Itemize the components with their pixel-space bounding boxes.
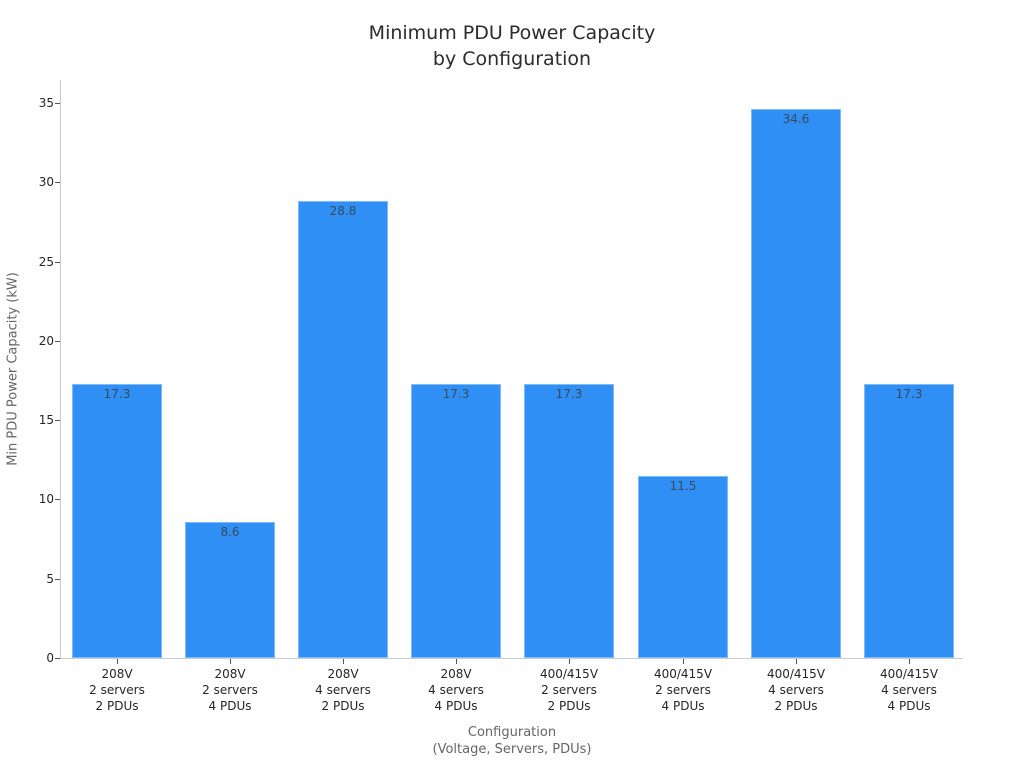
x-tick-label-line: 4 servers — [428, 683, 484, 697]
x-tick-label-line: 4 PDUs — [661, 699, 705, 713]
y-tick-label: 25 — [38, 255, 54, 269]
x-tick-label: 400/415V 2 servers 4 PDUs — [628, 666, 738, 714]
x-tick-label-line: 208V — [440, 667, 472, 681]
y-tick-label: 20 — [38, 334, 54, 348]
y-tick-mark — [55, 499, 60, 500]
chart-title-line-2: by Configuration — [432, 48, 592, 70]
y-axis-title: Min PDU Power Capacity (kW) — [5, 272, 21, 466]
x-tick-label-line: 2 PDUs — [547, 699, 591, 713]
x-tick-label-line: 4 PDUs — [434, 699, 478, 713]
bar-value-label: 34.6 — [782, 112, 810, 126]
x-tick-label-line: 2 PDUs — [95, 699, 139, 713]
x-tick-label-line: 208V — [327, 667, 359, 681]
x-tick-mark — [456, 659, 457, 664]
x-tick-label: 208V 2 servers 4 PDUs — [175, 666, 285, 714]
y-tick-label: 15 — [38, 413, 54, 427]
x-axis-line — [60, 658, 963, 659]
y-axis-line — [60, 80, 61, 658]
y-tick-label: 30 — [38, 175, 54, 189]
y-tick-label: 35 — [38, 96, 54, 110]
x-tick-mark — [230, 659, 231, 664]
x-tick-mark — [796, 659, 797, 664]
bar: 17.3 — [524, 384, 614, 658]
x-tick-label-line: 2 PDUs — [321, 699, 365, 713]
y-tick-mark — [55, 658, 60, 659]
x-tick-mark — [117, 659, 118, 664]
x-tick-label: 400/415V 4 servers 4 PDUs — [854, 666, 964, 714]
bar: 17.3 — [72, 384, 162, 658]
chart-title-line-1: Minimum PDU Power Capacity — [368, 22, 656, 44]
x-tick-label-line: 2 PDUs — [774, 699, 818, 713]
x-tick-label-line: 4 PDUs — [208, 699, 252, 713]
x-tick-label-line: 208V — [101, 667, 133, 681]
y-tick-mark — [55, 262, 60, 263]
x-tick-mark — [909, 659, 910, 664]
bar: 17.3 — [864, 384, 954, 658]
y-tick-mark — [55, 103, 60, 104]
bar-value-label: 8.6 — [220, 525, 240, 539]
x-tick-label-line: 400/415V — [653, 667, 713, 681]
y-tick-label: 5 — [46, 572, 54, 586]
y-tick-mark — [55, 341, 60, 342]
x-tick-label-line: 4 PDUs — [887, 699, 931, 713]
bar-value-label: 17.3 — [103, 387, 131, 401]
x-tick-label-line: 400/415V — [879, 667, 939, 681]
x-tick-mark — [343, 659, 344, 664]
y-tick-mark — [55, 420, 60, 421]
bar-value-label: 17.3 — [895, 387, 923, 401]
x-axis-title-line-1: Configuration — [467, 725, 557, 740]
x-tick-label-line: 4 servers — [768, 683, 824, 697]
y-tick-mark — [55, 579, 60, 580]
chart-title: Minimum PDU Power Capacity by Configurat… — [0, 20, 1024, 72]
x-tick-label-line: 4 servers — [315, 683, 371, 697]
x-tick-label: 400/415V 2 servers 2 PDUs — [514, 666, 624, 714]
x-tick-label-line: 208V — [214, 667, 246, 681]
x-axis-title: Configuration (Voltage, Servers, PDUs) — [0, 724, 1024, 758]
x-tick-label-line: 400/415V — [539, 667, 599, 681]
bar-value-label: 28.8 — [329, 204, 357, 218]
x-tick-label-line: 2 servers — [655, 683, 711, 697]
bar: 11.5 — [638, 476, 728, 658]
x-tick-label: 400/415V 4 servers 2 PDUs — [741, 666, 851, 714]
bar: 17.3 — [411, 384, 501, 658]
x-tick-label-line: 400/415V — [766, 667, 826, 681]
y-tick-mark — [55, 182, 60, 183]
x-tick-mark — [683, 659, 684, 664]
x-tick-label: 208V 4 servers 4 PDUs — [401, 666, 511, 714]
bar-value-label: 11.5 — [669, 479, 697, 493]
x-tick-label-line: 2 servers — [202, 683, 258, 697]
x-tick-label-line: 2 servers — [89, 683, 145, 697]
y-tick-label: 0 — [46, 651, 54, 665]
x-tick-mark — [569, 659, 570, 664]
x-tick-label-line: 4 servers — [881, 683, 937, 697]
bar: 28.8 — [298, 201, 388, 658]
x-tick-label-line: 2 servers — [541, 683, 597, 697]
bar-value-label: 17.3 — [555, 387, 583, 401]
x-tick-label: 208V 4 servers 2 PDUs — [288, 666, 398, 714]
bar: 34.6 — [751, 109, 841, 658]
y-tick-label: 10 — [38, 492, 54, 506]
bar-value-label: 17.3 — [442, 387, 470, 401]
bar: 8.6 — [185, 522, 275, 658]
x-axis-title-line-2: (Voltage, Servers, PDUs) — [432, 742, 592, 757]
x-tick-label: 208V 2 servers 2 PDUs — [62, 666, 172, 714]
